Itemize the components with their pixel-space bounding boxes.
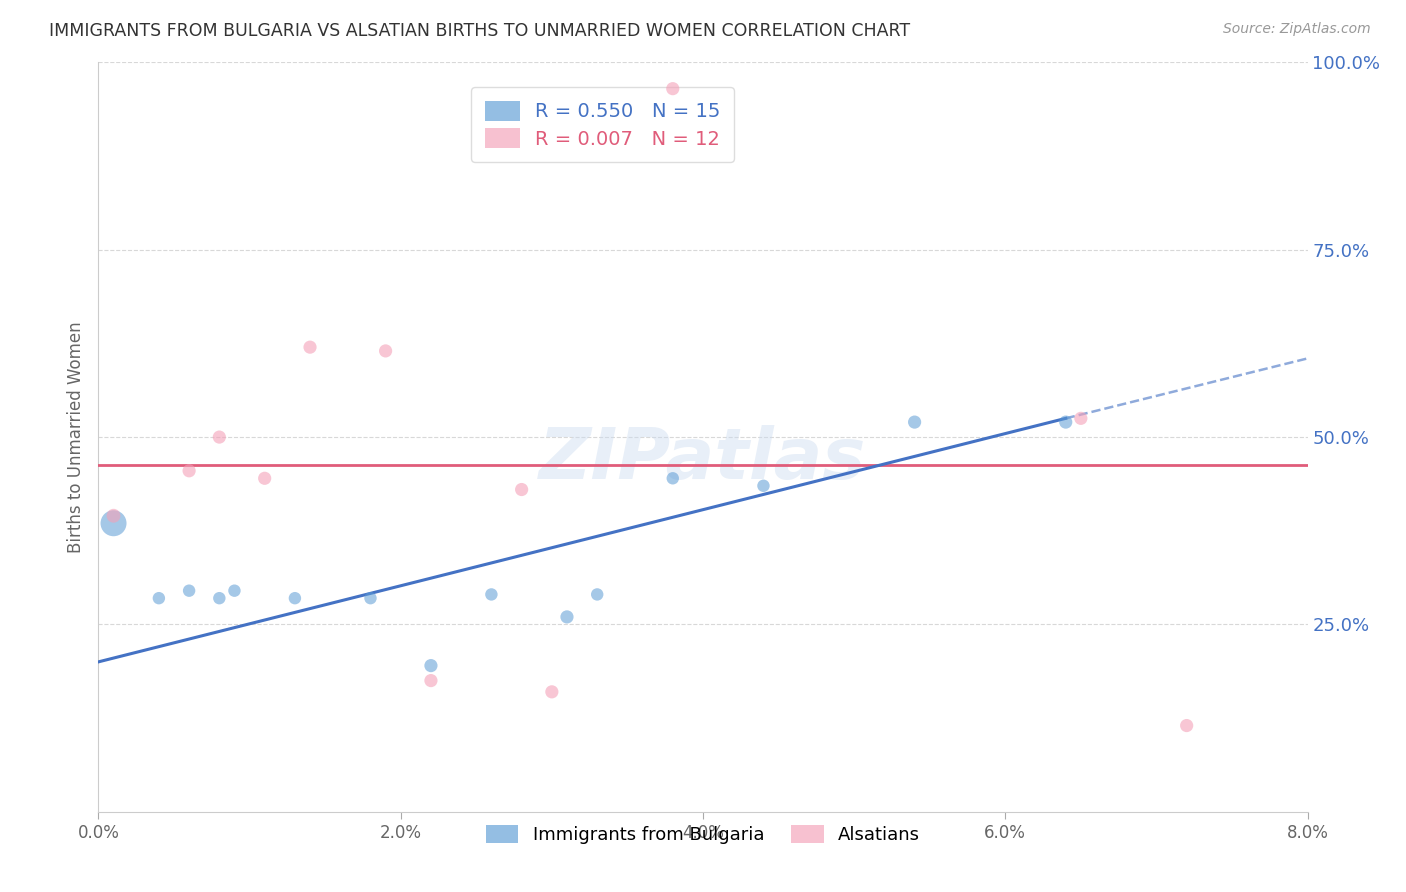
Point [1054,415,1077,429]
Text: Source: ZipAtlas.com: Source: ZipAtlas.com [1223,22,1371,37]
Point [904,415,927,429]
Point [586,587,609,601]
Point [253,471,276,485]
Point [510,483,533,497]
Legend: Immigrants from Bulgaria, Alsatians: Immigrants from Bulgaria, Alsatians [475,814,931,855]
Point [374,343,396,358]
Point [179,464,201,478]
Point [481,587,503,601]
Point [661,81,683,95]
Text: IMMIGRANTS FROM BULGARIA VS ALSATIAN BIRTHS TO UNMARRIED WOMEN CORRELATION CHART: IMMIGRANTS FROM BULGARIA VS ALSATIAN BIR… [49,22,910,40]
Point [1070,411,1092,425]
Point [420,658,443,673]
Point [284,591,307,606]
Point [555,610,578,624]
Point [208,430,231,444]
Point [752,479,775,493]
Point [540,685,562,699]
Point [360,591,382,606]
Y-axis label: Births to Unmarried Women: Births to Unmarried Women [66,321,84,553]
Point [103,516,125,531]
Point [224,583,246,598]
Point [299,340,322,354]
Point [661,471,683,485]
Point [208,591,231,606]
Point [148,591,170,606]
Point [179,583,201,598]
Point [103,508,125,523]
Point [1175,718,1198,732]
Point [420,673,443,688]
Text: ZIPatlas: ZIPatlas [540,425,866,494]
